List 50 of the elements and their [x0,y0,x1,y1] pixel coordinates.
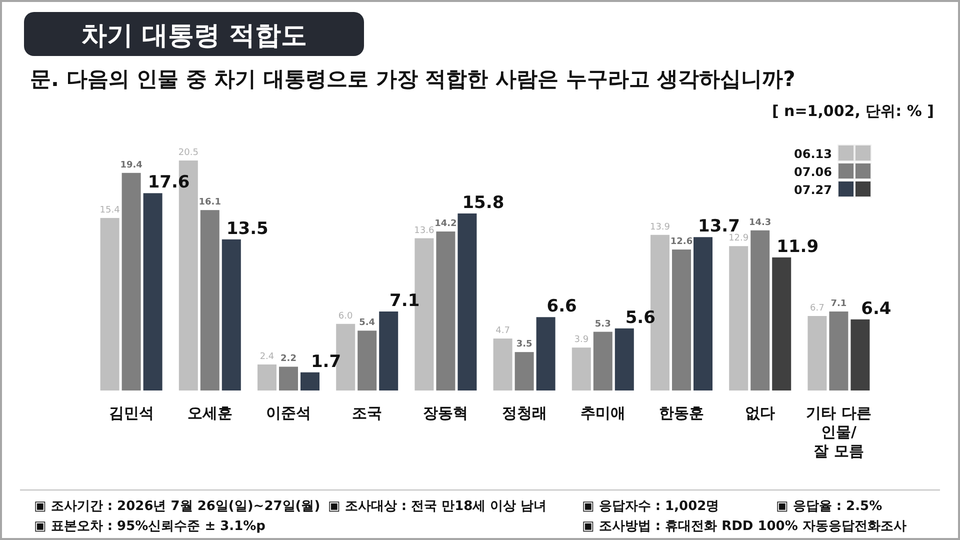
data-label: 12.6 [670,237,693,248]
text: ▣ 표본오차 : 95%신뢰수준 ± 3.1%p [34,519,266,534]
data-label: 13.5 [226,218,268,239]
data-label: 6.7 [810,304,824,314]
data-label: 2.2 [280,354,296,364]
data-label: 5.3 [594,319,611,330]
data-label: 6.6 [546,296,577,317]
x-tick-label: 조국 [352,404,382,422]
data-label: 6.0 [338,311,354,322]
chart-title: 차기 대통령 적합도 [80,21,308,51]
legend-label: 07.06 [794,165,832,179]
data-label: 17.6 [148,172,190,193]
data-label: 16.1 [198,198,222,208]
data-label: 5.4 [359,318,376,328]
legend-label: 07.27 [794,183,832,197]
x-tick-label: 추미애 [580,404,626,422]
text: ▣ 조사방법 : 휴대전화 RDD 100% 자동응답전화조사 [582,519,906,534]
data-label: 11.9 [776,236,819,257]
data-label: 5.6 [625,308,656,328]
x-tick-label: 정청래 [502,404,547,422]
chart-subtitle: 문. 다음의 인물 중 차기 대통령으로 가장 적합한 사람은 누구라고 생각하십니까? [30,67,796,91]
text: ▣ 응답자수 : 1,002명 [582,499,720,514]
x-tick-label: 오세훈 [187,404,232,422]
text: ▣ 응답율 : 2.5% [776,499,882,514]
legend-label: 06.13 [794,147,832,161]
data-label: 14.2 [434,218,457,229]
data-label: 13.9 [650,222,670,232]
data-label: 3.5 [516,340,532,350]
data-label: 15.8 [462,192,504,213]
data-label: 19.4 [120,160,142,170]
data-label: 4.7 [496,326,510,336]
x-tick-label: 없다 [745,404,776,422]
data-label: 1.7 [310,352,342,372]
data-label: 6.4 [861,298,892,319]
x-tick-label: 이준석 [266,404,311,422]
text: [ n=1,002, 단위: % ] [772,102,934,120]
x-tick-label: 장동혁 [423,404,468,422]
data-label: 20.5 [178,148,198,158]
data-label: 13.6 [414,226,434,236]
text: ▣ 조사대상 : 전국 만18세 이상 남녀 [328,499,547,514]
data-label: 2.4 [260,352,274,362]
data-label: 14.3 [748,218,772,228]
data-label: 7.1 [390,290,420,311]
x-tick-label: 김민석 [108,404,154,422]
data-label: 7.1 [830,298,847,309]
text: ▣ 조사기간 : 2026년 7월 26일(일)~27일(월) [34,499,320,514]
x-tick-label: 기타 다른 인물/ 잘 모름 [806,404,872,460]
x-tick-label: 한동훈 [659,404,704,422]
data-label: 15.4 [100,205,120,216]
data-label: 3.9 [574,335,589,346]
